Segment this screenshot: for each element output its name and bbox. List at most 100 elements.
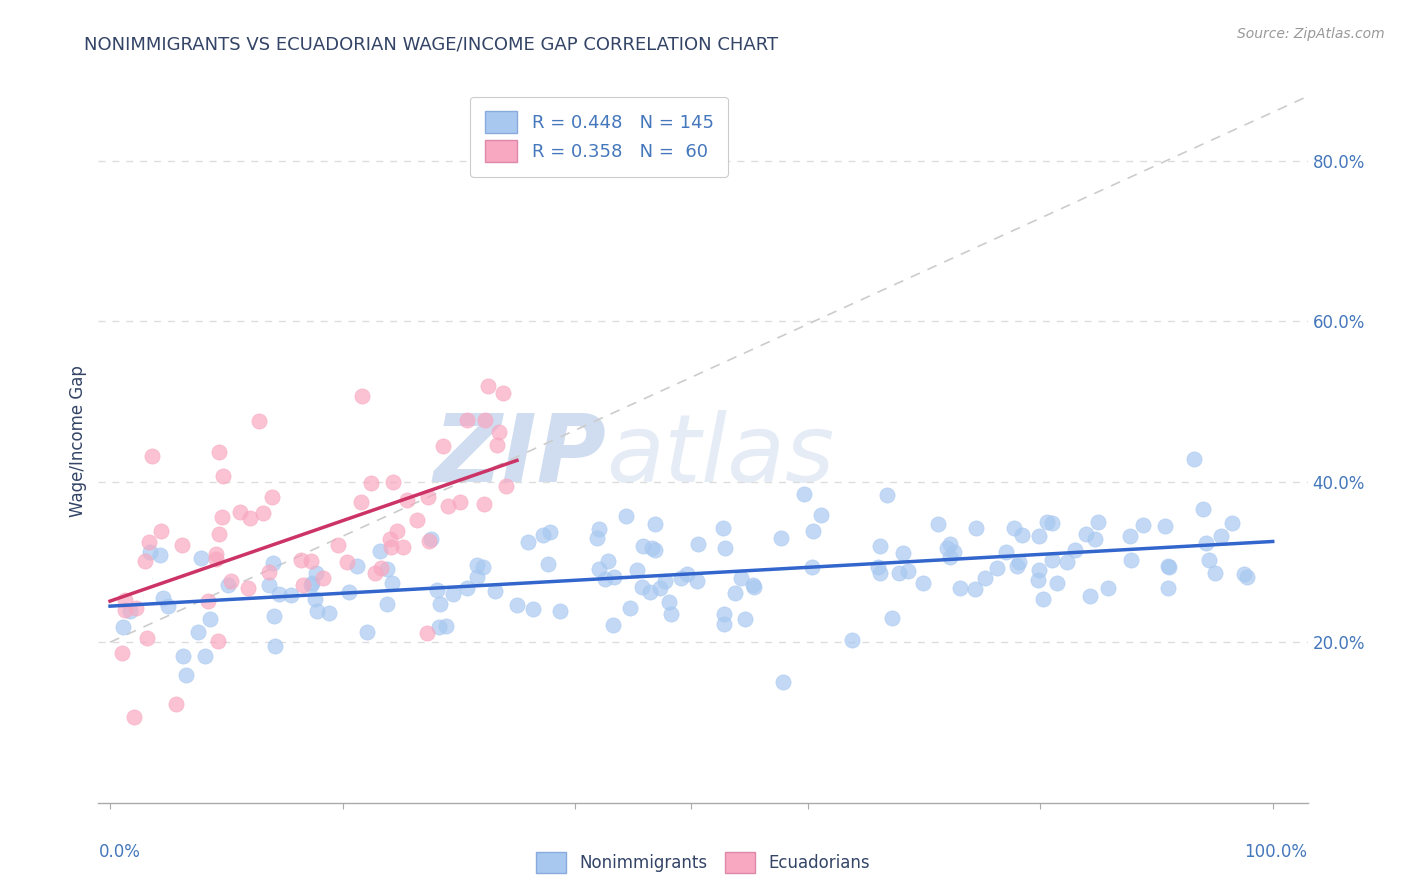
Point	[465, 570, 488, 584]
Point	[488, 425, 510, 440]
Point	[1040, 516, 1063, 530]
Point	[1198, 553, 1220, 567]
Point	[263, 608, 285, 623]
Point	[965, 521, 987, 535]
Point	[257, 565, 280, 579]
Point	[426, 582, 449, 597]
Point	[876, 487, 898, 501]
Point	[312, 571, 335, 585]
Point	[318, 606, 340, 620]
Point	[418, 534, 440, 549]
Point	[211, 509, 233, 524]
Point	[943, 545, 966, 559]
Point	[1195, 536, 1218, 550]
Point	[495, 479, 517, 493]
Point	[381, 475, 404, 489]
Y-axis label: Wage/Income Gap: Wage/Income Gap	[69, 366, 87, 517]
Point	[380, 533, 402, 547]
Point	[1028, 528, 1050, 542]
Point	[869, 566, 891, 580]
Point	[269, 587, 291, 601]
Point	[742, 577, 765, 591]
Point	[638, 585, 661, 599]
Point	[1008, 555, 1031, 569]
Point	[506, 598, 529, 612]
Point	[114, 593, 136, 607]
Point	[644, 543, 666, 558]
Point	[264, 639, 287, 653]
Point	[280, 588, 302, 602]
Point	[291, 578, 314, 592]
Point	[659, 607, 682, 621]
Point	[328, 538, 350, 552]
Point	[416, 626, 439, 640]
Point	[801, 559, 824, 574]
Point	[381, 575, 404, 590]
Point	[392, 540, 415, 554]
Point	[207, 633, 229, 648]
Point	[1084, 533, 1107, 547]
Point	[239, 510, 262, 524]
Point	[974, 571, 997, 585]
Point	[619, 600, 641, 615]
Point	[936, 541, 959, 556]
Point	[631, 539, 654, 553]
Point	[149, 549, 172, 563]
Point	[194, 649, 217, 664]
Point	[669, 571, 692, 585]
Point	[995, 545, 1018, 559]
Point	[911, 576, 934, 591]
Text: Source: ZipAtlas.com: Source: ZipAtlas.com	[1237, 27, 1385, 41]
Point	[772, 675, 794, 690]
Point	[626, 563, 648, 577]
Point	[305, 604, 328, 618]
Point	[165, 697, 187, 711]
Legend: R = 0.448   N = 145, R = 0.358   N =  60: R = 0.448 N = 145, R = 0.358 N = 60	[470, 96, 728, 177]
Point	[869, 539, 891, 553]
Point	[1087, 515, 1109, 529]
Point	[187, 625, 209, 640]
Point	[236, 581, 259, 595]
Text: atlas: atlas	[606, 410, 835, 501]
Point	[299, 578, 322, 592]
Point	[136, 631, 159, 645]
Point	[418, 491, 440, 505]
Point	[711, 521, 734, 535]
Point	[1028, 573, 1050, 587]
Point	[801, 524, 824, 538]
Point	[641, 541, 664, 555]
Point	[450, 495, 472, 509]
Point	[350, 495, 373, 509]
Point	[346, 559, 368, 574]
Point	[1064, 542, 1087, 557]
Point	[595, 572, 617, 586]
Point	[730, 571, 752, 585]
Point	[654, 574, 676, 589]
Point	[1154, 519, 1177, 533]
Point	[938, 537, 960, 551]
Point	[531, 528, 554, 542]
Point	[436, 499, 458, 513]
Point	[474, 413, 496, 427]
Point	[897, 564, 920, 578]
Point	[474, 497, 496, 511]
Point	[352, 389, 374, 403]
Point	[118, 604, 141, 618]
Point	[370, 561, 392, 575]
Point	[893, 546, 915, 560]
Point	[356, 625, 378, 640]
Point	[596, 554, 619, 568]
Point	[1118, 529, 1140, 543]
Point	[724, 586, 747, 600]
Point	[360, 475, 382, 490]
Point	[364, 566, 387, 581]
Point	[1222, 516, 1244, 530]
Point	[204, 547, 226, 561]
Point	[304, 592, 326, 607]
Point	[1078, 589, 1101, 603]
Point	[880, 611, 903, 625]
Point	[963, 582, 986, 596]
Point	[1007, 559, 1029, 574]
Point	[1032, 591, 1054, 606]
Point	[614, 509, 637, 524]
